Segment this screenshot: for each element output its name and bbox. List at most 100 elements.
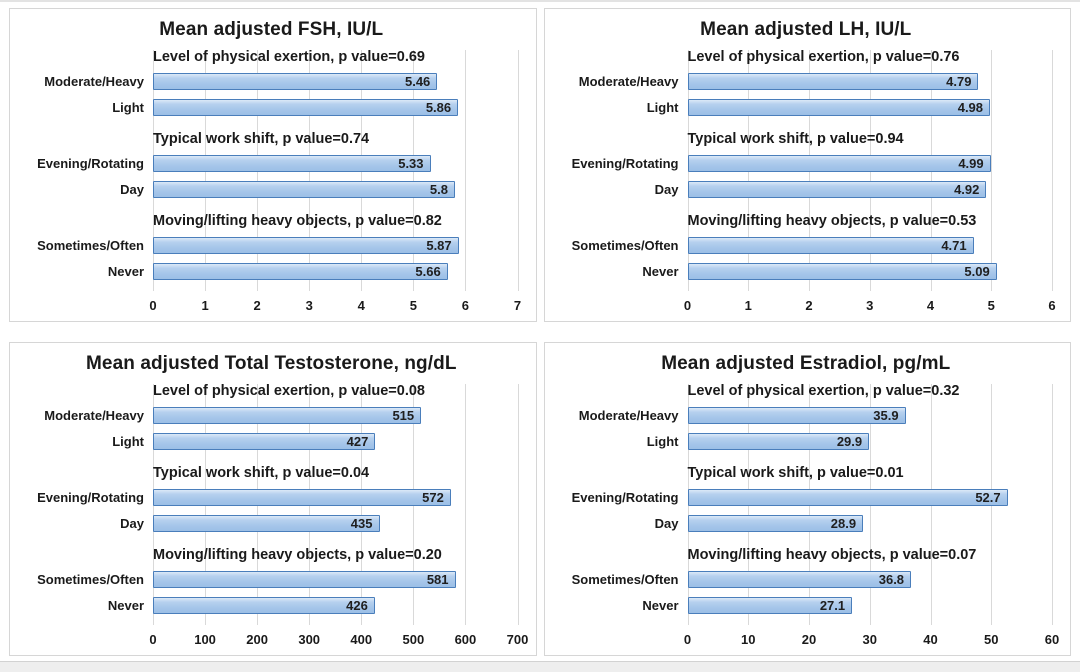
x-tick-label: 5 bbox=[409, 298, 417, 313]
category-label: Never bbox=[107, 263, 144, 279]
group-spacer bbox=[688, 454, 1053, 464]
chart-body: Level of physical exertion, p value=0.69… bbox=[15, 48, 528, 317]
bar-row: Sometimes/Often 4.71 bbox=[572, 232, 1053, 258]
bar-row: Never 426 bbox=[108, 592, 518, 618]
x-tick-label: 0 bbox=[683, 632, 692, 647]
bar-row: Day 4.92 bbox=[655, 176, 1053, 202]
x-tick-label: 4 bbox=[357, 298, 365, 313]
category-label: Sometimes/Often bbox=[37, 571, 144, 587]
chart-rows: Level of physical exertion, p value=0.69… bbox=[37, 48, 518, 291]
group-annotation: Typical work shift, p value=0.04 bbox=[153, 465, 370, 481]
bar: 4.98 bbox=[687, 98, 991, 116]
x-tick-label: 6 bbox=[461, 298, 470, 313]
bar-row: Day 5.8 bbox=[120, 176, 518, 202]
bar-row: Evening/Rotating 52.7 bbox=[572, 484, 1053, 510]
category-label: Sometimes/Often bbox=[37, 237, 144, 253]
gridline bbox=[465, 50, 467, 291]
x-tick-label: 60 bbox=[1044, 632, 1060, 647]
group-spacer bbox=[153, 454, 518, 464]
group-spacer bbox=[688, 120, 1053, 130]
x-tick-label: 500 bbox=[402, 632, 425, 647]
bar-row: Evening/Rotating 5.33 bbox=[37, 150, 518, 176]
bar: 435 bbox=[153, 514, 380, 532]
x-tick-label: 40 bbox=[923, 632, 938, 647]
category-label: Day bbox=[654, 515, 679, 531]
group-annotation: Moving/lifting heavy objects, p value=0.… bbox=[153, 547, 442, 563]
gridline bbox=[1052, 384, 1053, 625]
bar-value-label: 35.9 bbox=[873, 407, 899, 423]
bar-row: Never 5.66 bbox=[108, 258, 518, 284]
x-tick-label: 0 bbox=[149, 298, 157, 313]
group-annotation: Level of physical exertion, p value=0.69 bbox=[153, 49, 425, 65]
bar-row: Light 5.86 bbox=[112, 94, 518, 120]
category-label: Never bbox=[642, 263, 679, 279]
x-tick-label: 20 bbox=[801, 632, 817, 647]
group-annotation: Moving/lifting heavy objects, p value=0.… bbox=[153, 213, 442, 229]
bar-value-label: 52.7 bbox=[975, 489, 1001, 505]
group-spacer bbox=[688, 536, 1053, 546]
x-tick-label: 4 bbox=[926, 298, 935, 313]
bar-row: Sometimes/Often 581 bbox=[37, 566, 518, 592]
bar-row: Light 427 bbox=[112, 428, 518, 454]
bar-value-label: 29.9 bbox=[836, 433, 863, 449]
chart-rows: Level of physical exertion, p value=0.76… bbox=[572, 48, 1053, 291]
category-label: Day bbox=[120, 181, 144, 197]
category-label: Light bbox=[646, 99, 679, 115]
category-label: Sometimes/Often bbox=[571, 237, 679, 253]
bar-value-label: 5.86 bbox=[425, 99, 452, 115]
x-tick-label: 0 bbox=[683, 298, 692, 313]
category-label: Moderate/Heavy bbox=[578, 73, 679, 89]
bar-row: Day 28.9 bbox=[655, 510, 1053, 536]
bar-value-label: 5.8 bbox=[429, 181, 448, 197]
bar-row: Never 5.09 bbox=[642, 258, 1053, 284]
bar-value-label: 435 bbox=[350, 515, 373, 531]
x-tick-label: 3 bbox=[866, 298, 874, 313]
category-label: Evening/Rotating bbox=[37, 489, 144, 505]
group-annotation: Level of physical exertion, p value=0.08 bbox=[153, 383, 425, 399]
x-tick-label: 700 bbox=[506, 632, 529, 647]
bar-row: Sometimes/Often 5.87 bbox=[37, 232, 518, 258]
bar-row: Moderate/Heavy 515 bbox=[44, 402, 518, 428]
bar-value-label: 4.98 bbox=[957, 99, 984, 115]
category-label: Moderate/Heavy bbox=[578, 407, 679, 423]
category-label: Day bbox=[120, 515, 144, 531]
category-label: Light bbox=[112, 433, 144, 449]
group-annotation: Moving/lifting heavy objects, p value=0.… bbox=[687, 213, 977, 229]
x-axis: 0 1 2 3 4 5 6 bbox=[684, 291, 1056, 317]
bar-row: Sometimes/Often 36.8 bbox=[572, 566, 1053, 592]
chart-title: Mean adjusted FSH, IU/L bbox=[159, 19, 384, 40]
category-label: Never bbox=[642, 597, 679, 613]
x-tick-label: 3 bbox=[305, 298, 313, 313]
bottom-strip bbox=[0, 661, 1080, 672]
x-tick-label: 100 bbox=[194, 632, 216, 647]
x-tick-label: 2 bbox=[253, 298, 261, 313]
bar: 5.33 bbox=[153, 154, 431, 172]
group-spacer bbox=[688, 202, 1053, 212]
bar-row: Evening/Rotating 572 bbox=[37, 484, 518, 510]
bar-value-label: 426 bbox=[346, 597, 368, 613]
bar-value-label: 4.99 bbox=[958, 155, 984, 171]
bar-value-label: 4.71 bbox=[941, 237, 967, 253]
x-tick-label: 0 bbox=[149, 632, 157, 647]
bar-value-label: 5.46 bbox=[404, 73, 431, 89]
bar-row: Moderate/Heavy 5.46 bbox=[44, 68, 518, 94]
group-annotation: Typical work shift, p value=0.94 bbox=[687, 131, 904, 147]
bar-value-label: 4.92 bbox=[954, 181, 980, 197]
x-tick-label: 50 bbox=[984, 632, 999, 647]
x-tick-label: 6 bbox=[1048, 298, 1056, 313]
group-annotation: Level of physical exertion, p value=0.76 bbox=[687, 49, 960, 65]
bar: 5.46 bbox=[153, 72, 438, 90]
bar: 52.7 bbox=[687, 488, 1008, 506]
bar: 4.99 bbox=[687, 154, 991, 172]
bar: 4.71 bbox=[687, 236, 974, 254]
bar: 29.9 bbox=[687, 432, 870, 450]
bar-value-label: 515 bbox=[392, 407, 415, 423]
bar-value-label: 36.8 bbox=[878, 571, 905, 587]
x-tick-label: 5 bbox=[987, 298, 995, 313]
bar-value-label: 27.1 bbox=[819, 597, 846, 613]
category-label: Evening/Rotating bbox=[571, 155, 679, 171]
bar: 572 bbox=[153, 488, 451, 506]
bar: 28.9 bbox=[687, 514, 864, 532]
category-label: Day bbox=[654, 181, 679, 197]
x-tick-label: 400 bbox=[350, 632, 373, 647]
